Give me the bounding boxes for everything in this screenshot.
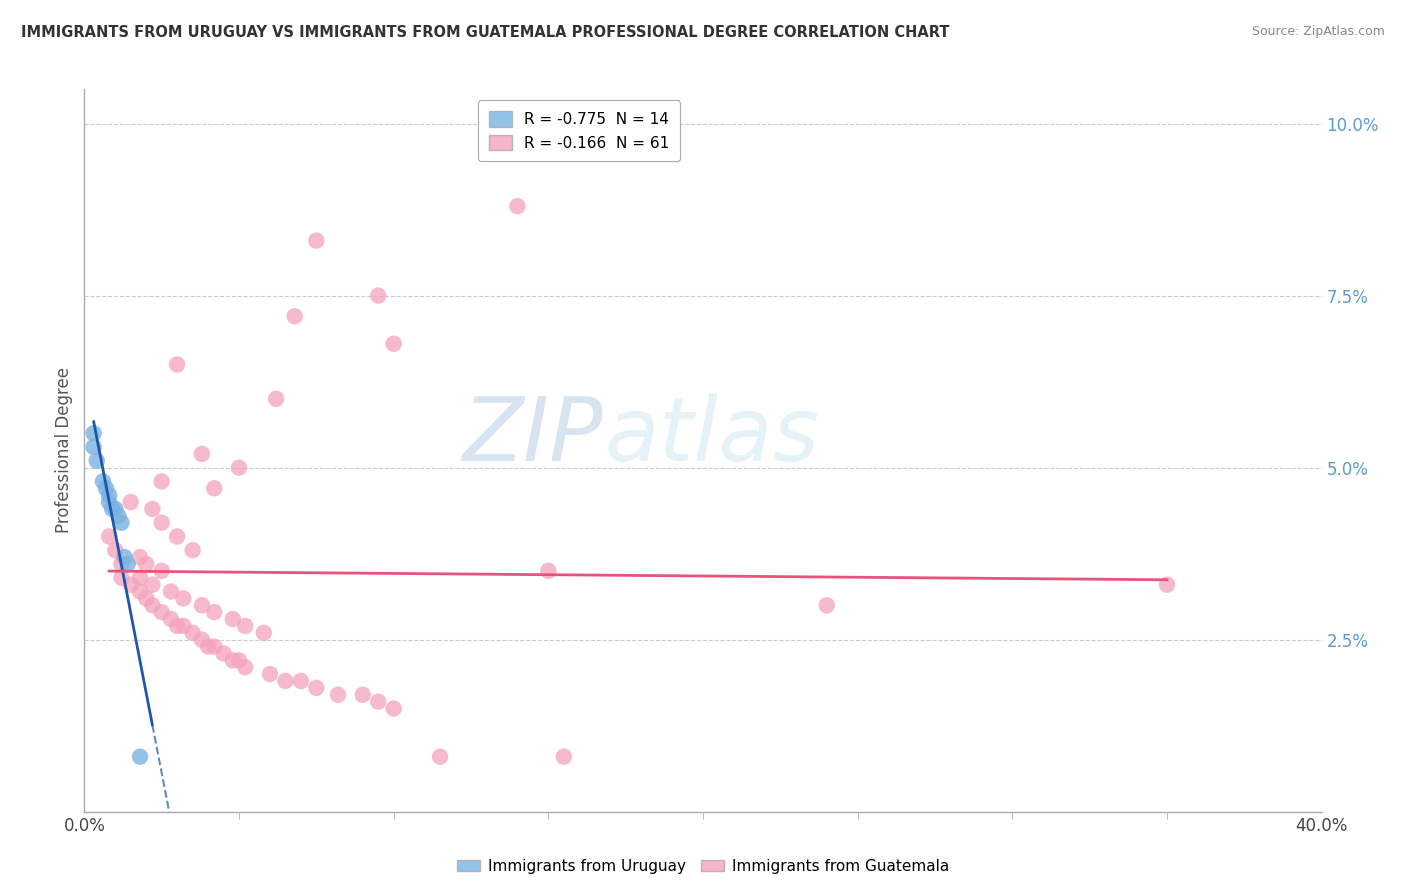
Point: [382, 701, 405, 715]
Point: [191, 599, 214, 613]
Point: [305, 681, 328, 695]
Point: [274, 673, 297, 688]
Point: [506, 199, 529, 213]
Point: [553, 749, 575, 764]
Point: [172, 591, 194, 606]
Point: [94, 481, 117, 495]
Point: [212, 647, 235, 661]
Point: [104, 502, 127, 516]
Point: [222, 612, 245, 626]
Point: [172, 619, 194, 633]
Point: [160, 612, 183, 626]
Point: [98, 495, 121, 509]
Point: [264, 392, 287, 406]
Point: [135, 591, 157, 606]
Point: [83, 440, 105, 454]
Point: [228, 460, 250, 475]
Point: [98, 529, 121, 543]
Point: [120, 577, 142, 591]
Point: [110, 516, 132, 530]
Point: [141, 502, 163, 516]
Point: [135, 557, 157, 571]
Point: [101, 502, 124, 516]
Point: [259, 667, 281, 681]
Point: [253, 625, 276, 640]
Point: [202, 640, 225, 654]
Point: [104, 543, 127, 558]
Point: [91, 475, 114, 489]
Point: [110, 571, 132, 585]
Point: [305, 234, 328, 248]
Point: [181, 625, 204, 640]
Point: [191, 447, 214, 461]
Point: [197, 640, 219, 654]
Point: [222, 653, 245, 667]
Point: [202, 481, 225, 495]
Point: [160, 584, 183, 599]
Point: [191, 632, 214, 647]
Point: [110, 557, 132, 571]
Point: [129, 550, 152, 565]
Point: [166, 529, 188, 543]
Point: [107, 508, 129, 523]
Point: [1156, 577, 1178, 591]
Legend: Immigrants from Uruguay, Immigrants from Guatemala: Immigrants from Uruguay, Immigrants from…: [451, 853, 955, 880]
Point: [537, 564, 560, 578]
Point: [284, 310, 307, 324]
Point: [150, 564, 173, 578]
Text: atlas: atlas: [605, 393, 818, 479]
Point: [233, 619, 256, 633]
Point: [86, 454, 108, 468]
Point: [150, 516, 173, 530]
Point: [166, 358, 188, 372]
Point: [382, 336, 405, 351]
Y-axis label: Professional Degree: Professional Degree: [55, 368, 73, 533]
Point: [202, 605, 225, 619]
Point: [166, 619, 188, 633]
Point: [233, 660, 256, 674]
Text: IMMIGRANTS FROM URUGUAY VS IMMIGRANTS FROM GUATEMALA PROFESSIONAL DEGREE CORRELA: IMMIGRANTS FROM URUGUAY VS IMMIGRANTS FR…: [21, 25, 949, 40]
Point: [83, 426, 105, 441]
Point: [120, 495, 142, 509]
Point: [129, 571, 152, 585]
Point: [129, 584, 152, 599]
Point: [181, 543, 204, 558]
Text: ZIP: ZIP: [463, 393, 605, 479]
Legend: R = -0.775  N = 14, R = -0.166  N = 61: R = -0.775 N = 14, R = -0.166 N = 61: [478, 101, 681, 161]
Point: [150, 475, 173, 489]
Point: [141, 599, 163, 613]
Point: [367, 288, 389, 302]
Point: [815, 599, 838, 613]
Point: [114, 550, 136, 565]
Text: Source: ZipAtlas.com: Source: ZipAtlas.com: [1251, 25, 1385, 38]
Point: [290, 673, 312, 688]
Point: [429, 749, 451, 764]
Point: [326, 688, 349, 702]
Point: [117, 557, 139, 571]
Point: [141, 577, 163, 591]
Point: [150, 605, 173, 619]
Point: [228, 653, 250, 667]
Point: [367, 695, 389, 709]
Point: [129, 749, 152, 764]
Point: [98, 488, 121, 502]
Point: [352, 688, 374, 702]
